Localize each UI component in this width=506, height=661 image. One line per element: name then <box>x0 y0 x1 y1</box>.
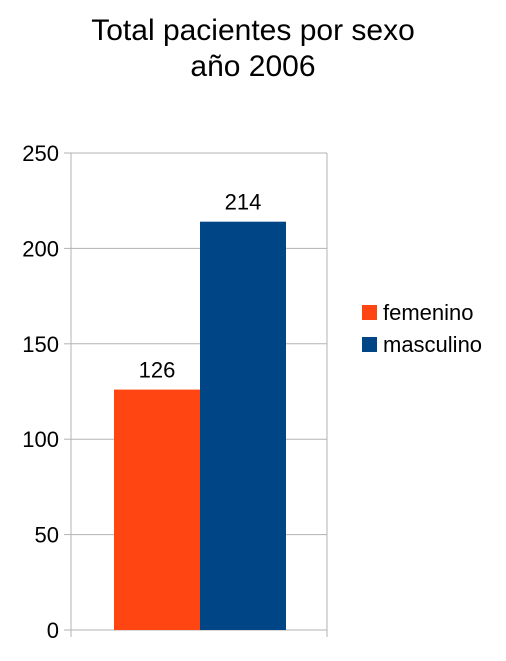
y-tick-label-100: 100 <box>22 427 59 452</box>
y-tick-label-150: 150 <box>22 332 59 357</box>
legend-label-femenino: femenino <box>383 300 474 325</box>
legend-swatch-femenino <box>362 305 377 320</box>
data-label-femenino: 126 <box>139 358 176 383</box>
legend-swatch-masculino <box>362 337 377 352</box>
chart-title-line-1: Total pacientes por sexo <box>91 14 415 47</box>
legend-label-masculino: masculino <box>383 332 482 357</box>
data-label-masculino: 214 <box>225 190 262 215</box>
y-tick-label-50: 50 <box>35 523 59 548</box>
y-tick-label-0: 0 <box>47 618 59 643</box>
y-tick-label-200: 200 <box>22 236 59 261</box>
bar-femenino <box>114 389 200 630</box>
chart-title-line-2: año 2006 <box>190 50 316 83</box>
y-tick-label-250: 250 <box>22 141 59 166</box>
bar-masculino <box>200 221 286 631</box>
